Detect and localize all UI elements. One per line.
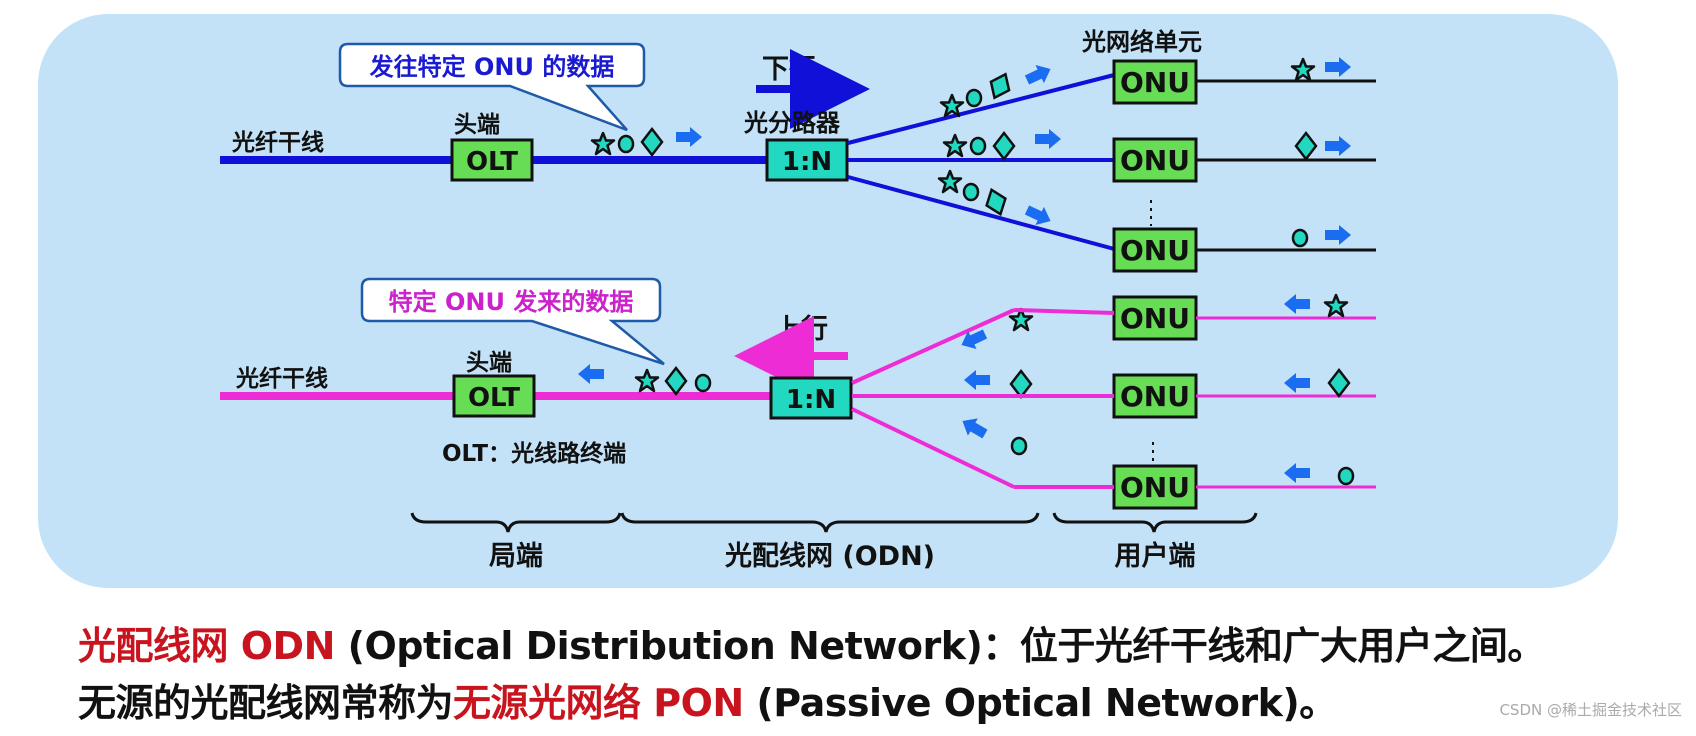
pon-prefix: 无源的光配线网常称为 [78,681,454,725]
onu-down-2: ONU [1112,131,1376,183]
flow-arrow-left-icon [578,364,604,384]
upstream-direction-label: 上行 [774,313,828,345]
flow-arrow-right-icon [676,127,702,147]
star-packet-icon [590,131,616,156]
olt-box-up [452,374,536,418]
downstream-section: 光纤干线 头端 OLT 发往特定 ONU 的数据 下行 光分路器 1:N 光网络… [220,28,1376,273]
diamond-packet-icon [640,127,664,157]
section-braces [410,512,1258,533]
trunk-label-down: 光纤干线 [231,129,324,156]
section-odn-label: 光配线网 (ODN) [724,541,935,572]
olt-definition: OLT：光线路终端 [442,440,626,467]
section-user-side-label: 用户端 [1115,540,1196,572]
onu-up-2: ONU [1112,368,1376,419]
svg-text:ONU: ONU [1120,144,1190,177]
section-central-office-label: 局端 [489,541,543,572]
callout-up: 特定 ONU 发来的数据 [360,277,665,366]
splitter-box-up [769,376,853,420]
downstream-direction-label: 下行 [762,53,816,85]
olt-label-up: OLT [468,383,520,413]
splitter-label-up: 1:N [786,385,836,415]
odn-definition: (Optical Distribution Network)：位于光纤干线和广大… [334,624,1546,668]
odn-term: 光配线网 ODN [78,624,335,668]
pon-diagram: 光纤干线 头端 OLT 发往特定 ONU 的数据 下行 光分路器 1:N 光网络… [220,28,1376,572]
onu-caption: 光网络单元 [1081,28,1202,56]
brace-central-office [410,512,622,533]
watermark: CSDN @稀土掘金技术社区 [1499,701,1682,719]
svg-text:ONU: ONU [1120,471,1190,504]
splitter-label-down: 1:N [782,147,832,177]
caption-line-2: 无源的光配线网常称为无源光网络 PON (Passive Optical Net… [78,672,1337,727]
callout-down-text: 发往特定 ONU 的数据 [369,53,615,81]
svg-text:ONU: ONU [1120,302,1190,335]
svg-text:ONU: ONU [1120,66,1190,99]
svg-text:ONU: ONU [1120,234,1190,267]
callout-down: 发往特定 ONU 的数据 [338,42,646,132]
circle-packet-icon [617,134,635,154]
onu-up-3: ONU [1112,463,1376,510]
splitter-caption: 光分路器 [743,109,841,137]
pon-term: 无源光网络 PON [453,681,744,725]
olt-box-down [450,138,534,182]
headend-label-down: 头端 [454,112,500,138]
olt-label-down: OLT [466,147,518,177]
onu-down-1: ONU [1112,57,1376,105]
svg-text:ONU: ONU [1120,380,1190,413]
brace-user-side [1052,512,1258,533]
upstream-section: 光纤干线 头端 OLT OLT：光线路终端 特定 ONU 发来的数据 上行 1:… [220,277,1376,510]
brace-odn [620,512,1040,533]
caption-line-1: 光配线网 ODN (Optical Distribution Network)：… [78,615,1545,670]
onu-down-3: ONU [1112,225,1376,273]
callout-up-text: 特定 ONU 发来的数据 [389,288,634,316]
pon-definition: (Passive Optical Network)。 [743,681,1337,725]
trunk-label-up: 光纤干线 [235,365,328,392]
splitter-box-down [765,138,849,182]
onu-up-1: ONU [1112,293,1376,341]
headend-label-up: 头端 [466,350,512,376]
